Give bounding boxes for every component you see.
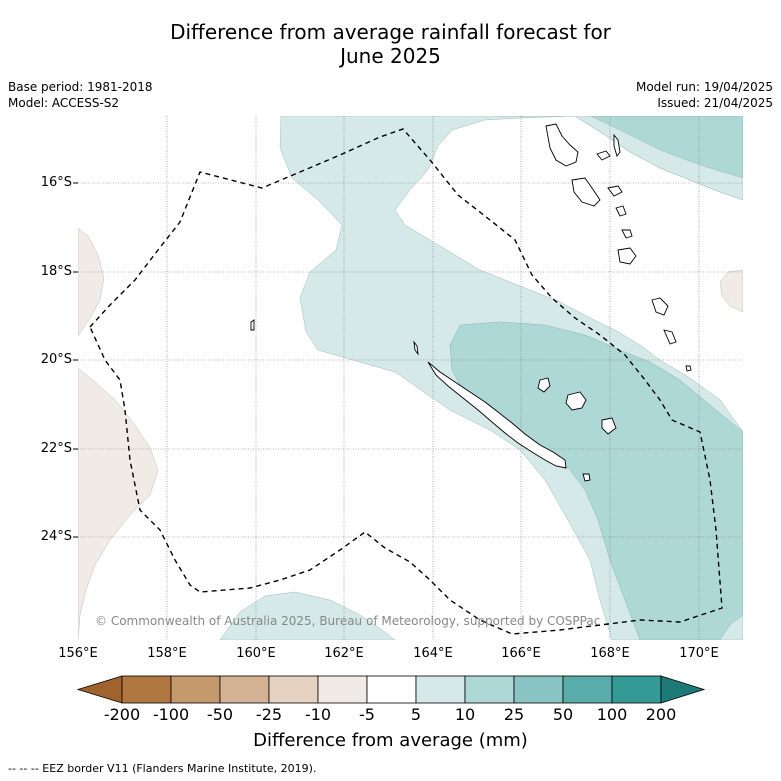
meta-left: Base period: 1981-2018 Model: ACCESS-S2 <box>8 79 153 111</box>
colorbar-tick: 25 <box>503 705 525 724</box>
loyalty-island-ouvea <box>537 377 551 393</box>
vanuatu-small-island-1 <box>596 150 611 161</box>
lon-label-158e: 158°E <box>147 646 187 661</box>
colorbar-swatch <box>219 675 270 704</box>
lat-label-16s: 16°S <box>40 175 72 190</box>
lon-label-166e: 166°E <box>501 646 541 661</box>
colorbar-tick: -5 <box>359 705 375 724</box>
vanuatu-epi <box>615 205 627 217</box>
vanuatu-espiritu-santo <box>545 123 579 167</box>
loyalty-island-lifou <box>565 391 587 411</box>
title-line-2: June 2025 <box>340 44 441 68</box>
vanuatu-efate <box>621 229 633 239</box>
belep-islands <box>413 340 419 356</box>
axis-ticks <box>73 182 78 538</box>
lat-label-20s: 20°S <box>40 352 72 367</box>
chesterfield-islet <box>250 319 255 331</box>
eez-footnote: -- -- -- EEZ border V11 (Flanders Marine… <box>8 762 317 775</box>
colorbar-swatch <box>562 675 613 704</box>
colorbar-tick: 50 <box>552 705 574 724</box>
base-period: Base period: 1981-2018 <box>8 80 153 94</box>
lon-label-168e: 168°E <box>590 646 630 661</box>
colorbar-swatch <box>611 675 662 704</box>
lon-label-160e: 160°E <box>236 646 276 661</box>
lon-label-164e: 164°E <box>413 646 453 661</box>
issued-date: Issued: 21/04/2025 <box>657 96 773 110</box>
colorbar-swatch <box>268 675 319 704</box>
lon-label-156e: 156°E <box>58 646 98 661</box>
model-run: Model run: 19/04/2025 <box>635 80 773 94</box>
colorbar-tick: -10 <box>304 705 332 724</box>
title-line-1: Difference from average rainfall forecas… <box>170 20 611 44</box>
colorbar-tick: -50 <box>206 705 234 724</box>
map-content <box>78 116 743 640</box>
model-name: Model: ACCESS-S2 <box>8 96 120 110</box>
coastlines <box>250 123 692 482</box>
map-title: Difference from average rainfall forecas… <box>0 20 781 68</box>
vanuatu-pentecost <box>613 133 621 157</box>
colorbar-swatch <box>513 675 564 704</box>
new-caledonia-island <box>427 361 567 469</box>
vanuatu-erromango <box>617 247 637 265</box>
meta-right: Model run: 19/04/2025 Issued: 21/04/2025 <box>636 79 773 111</box>
colorbar-swatch <box>170 675 221 704</box>
lat-label-24s: 24°S <box>40 529 72 544</box>
lat-label-22s: 22°S <box>40 441 72 456</box>
contour-5-10-south <box>219 591 396 640</box>
colorbar-tick: 100 <box>596 705 628 724</box>
colorbar-extend-low <box>76 675 123 704</box>
colorbar-tick: 200 <box>645 705 677 724</box>
colorbar-swatch <box>121 675 172 704</box>
contour-minus10-minus5-west <box>78 367 159 640</box>
contour-minus10-minus5-northwest <box>78 227 105 337</box>
eez-border <box>89 128 723 635</box>
gridlines <box>78 116 743 640</box>
copyright-notice: © Commonwealth of Australia 2025, Bureau… <box>95 614 601 628</box>
lon-label-170e: 170°E <box>679 646 719 661</box>
isle-of-pines <box>582 473 591 482</box>
colorbar-tick: 5 <box>410 705 422 724</box>
colorbar-extend-high <box>660 675 706 704</box>
vanuatu-malakula <box>571 177 601 207</box>
vanuatu-ambrym <box>607 185 623 197</box>
contour-5-10-southeast <box>719 614 743 640</box>
vanuatu-tanna <box>651 297 669 316</box>
colorbar-swatch <box>366 675 417 704</box>
colorbar-swatch <box>317 675 368 704</box>
colorbar-tick: -100 <box>152 705 190 724</box>
contour-5-10-northeast-strip <box>500 116 743 201</box>
colorbar-swatch <box>464 675 515 704</box>
vanuatu-aneityum <box>663 329 677 345</box>
matthew-island <box>685 365 692 372</box>
colorbar-swatch <box>415 675 466 704</box>
colorbar-tick: 10 <box>454 705 476 724</box>
colorbar-tick: -25 <box>255 705 283 724</box>
colorbar-label: Difference from average (mm) <box>253 730 528 751</box>
lat-label-18s: 18°S <box>40 264 72 279</box>
colorbar <box>76 675 706 704</box>
colorbar-tick: -200 <box>103 705 141 724</box>
lon-label-162e: 162°E <box>324 646 364 661</box>
loyalty-island-mare <box>601 417 617 435</box>
